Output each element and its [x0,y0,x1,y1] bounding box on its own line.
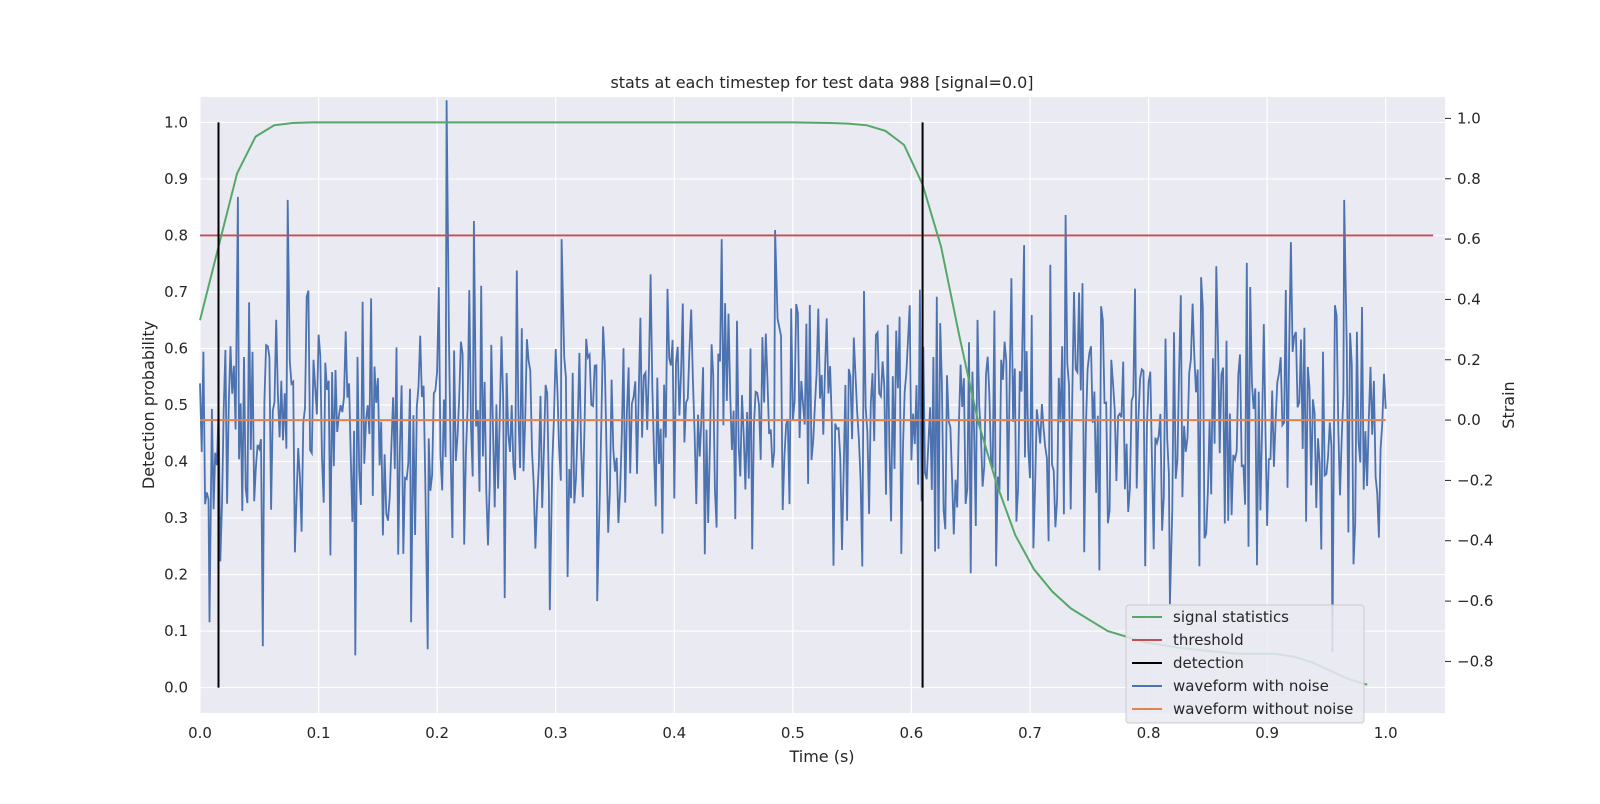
x-tick-label: 0.1 [307,724,331,742]
y-tick-label: 0.2 [164,566,188,584]
legend-item: waveform with noise [1132,677,1329,695]
y2-axis-label: Strain [1499,381,1518,428]
ticks: 0.0 0.1 0.2 0.3 0.4 0.5 0.6 0.7 0.8 0.9 1.0 0.0 0.1 0… [164,109,1493,742]
legend-item: threshold [1132,631,1244,649]
y-tick-label: 0.6 [164,339,188,357]
legend-item: signal statistics [1132,608,1289,626]
x-tick-label: 1.0 [1374,724,1398,742]
legend-item: detection [1132,654,1244,672]
legend-label: signal statistics [1173,608,1289,626]
y-tick-label: 0.3 [164,509,188,527]
legend-item: waveform without noise [1132,700,1353,718]
y2-tick-label: −0.4 [1457,532,1493,550]
legend-label: waveform with noise [1173,677,1329,695]
legend-label: detection [1173,654,1244,672]
x-tick-label: 0.2 [425,724,449,742]
y2-tick-label: 0.0 [1457,411,1481,429]
legend: signal statistics threshold detection wa… [1125,604,1365,724]
y2-tick-label: 0.8 [1457,170,1481,188]
y-tick-label: 0.7 [164,283,188,301]
x-tick-label: 0.7 [1018,724,1042,742]
x-tick-label: 0.9 [1255,724,1279,742]
y-tick-label: 0.4 [164,453,188,471]
x-axis-label: Time (s) [788,747,854,766]
y-tick-label: 1.0 [164,113,188,131]
x-tick-label: 0.3 [544,724,568,742]
y-tick-label: 0.1 [164,622,188,640]
y2-tick-label: −0.2 [1457,471,1493,489]
y2-tick-label: −0.6 [1457,592,1493,610]
y-tick-label: 0.5 [164,396,188,414]
x-tick-label: 0.4 [662,724,686,742]
y2-tick-label: 0.6 [1457,230,1481,248]
legend-label: threshold [1173,631,1244,649]
y2-tick-label: 0.2 [1457,351,1481,369]
y-tick-label: 0.0 [164,679,188,697]
y-axis-label: Detection probability [139,321,158,489]
y2-tick-label: 0.4 [1457,290,1481,308]
y2-tick-label: −0.8 [1457,652,1493,670]
y-tick-label: 0.9 [164,170,188,188]
y2-tick-label: 1.0 [1457,109,1481,127]
legend-label: waveform without noise [1173,700,1353,718]
x-tick-label: 0.5 [781,724,805,742]
legend-box [1125,604,1365,724]
x-tick-label: 0.8 [1137,724,1161,742]
x-tick-label: 0.6 [899,724,923,742]
y-tick-label: 0.8 [164,226,188,244]
x-tick-label: 0.0 [188,724,212,742]
chart-title: stats at each timestep for test data 988… [610,73,1033,92]
